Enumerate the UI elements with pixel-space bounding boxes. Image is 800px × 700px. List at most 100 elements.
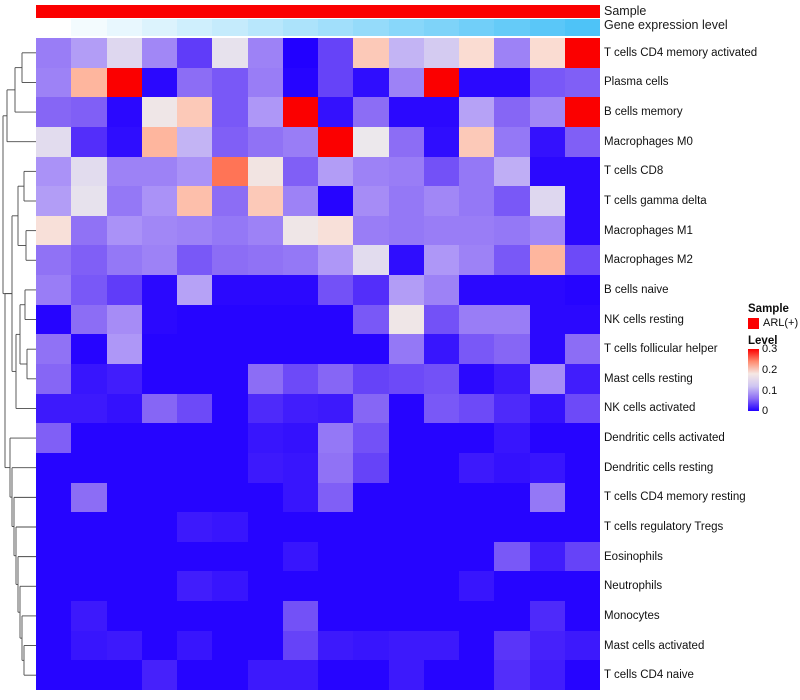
heatmap-cell[interactable] bbox=[318, 393, 354, 424]
heatmap-cell[interactable] bbox=[247, 630, 283, 661]
heatmap-cell[interactable] bbox=[494, 304, 530, 335]
heatmap-cell[interactable] bbox=[177, 541, 213, 572]
heatmap-cell[interactable] bbox=[141, 97, 177, 127]
heatmap-cell[interactable] bbox=[353, 601, 389, 631]
heatmap-cell[interactable] bbox=[106, 334, 142, 364]
heatmap-cell[interactable] bbox=[177, 126, 213, 157]
heatmap-cell[interactable] bbox=[36, 571, 72, 602]
heatmap-cell[interactable] bbox=[388, 38, 424, 68]
heatmap-cell[interactable] bbox=[494, 186, 530, 216]
heatmap-cell[interactable] bbox=[459, 186, 495, 216]
heatmap-cell[interactable] bbox=[141, 215, 177, 246]
heatmap-cell[interactable] bbox=[353, 452, 389, 483]
heatmap-cell[interactable] bbox=[141, 186, 177, 216]
heatmap-cell[interactable] bbox=[318, 186, 354, 216]
heatmap-cell[interactable] bbox=[212, 126, 248, 157]
heatmap-cell[interactable] bbox=[494, 215, 530, 246]
heatmap-cell[interactable] bbox=[212, 571, 248, 602]
heatmap-cell[interactable] bbox=[71, 601, 107, 631]
heatmap-cell[interactable] bbox=[141, 334, 177, 364]
heatmap-cell[interactable] bbox=[36, 630, 72, 661]
heatmap-cell[interactable] bbox=[564, 393, 600, 424]
heatmap-cell[interactable] bbox=[494, 156, 530, 187]
heatmap-cell[interactable] bbox=[177, 630, 213, 661]
heatmap-cell[interactable] bbox=[177, 215, 213, 246]
heatmap-cell[interactable] bbox=[71, 571, 107, 602]
heatmap-cell[interactable] bbox=[212, 393, 248, 424]
heatmap-cell[interactable] bbox=[71, 541, 107, 572]
heatmap-cell[interactable] bbox=[318, 452, 354, 483]
heatmap-cell[interactable] bbox=[36, 452, 72, 483]
heatmap-cell[interactable] bbox=[36, 38, 72, 68]
heatmap-cell[interactable] bbox=[106, 660, 142, 690]
heatmap-cell[interactable] bbox=[141, 452, 177, 483]
heatmap-cell[interactable] bbox=[494, 571, 530, 602]
heatmap-cell[interactable] bbox=[564, 452, 600, 483]
heatmap-cell[interactable] bbox=[177, 186, 213, 216]
heatmap-cell[interactable] bbox=[459, 541, 495, 572]
heatmap-cell[interactable] bbox=[212, 186, 248, 216]
heatmap-cell[interactable] bbox=[247, 275, 283, 305]
heatmap-cell[interactable] bbox=[177, 275, 213, 305]
heatmap-cell[interactable] bbox=[141, 364, 177, 394]
heatmap-cell[interactable] bbox=[141, 275, 177, 305]
heatmap-cell[interactable] bbox=[282, 423, 318, 453]
heatmap-cell[interactable] bbox=[318, 364, 354, 394]
heatmap-cell[interactable] bbox=[212, 541, 248, 572]
heatmap-cell[interactable] bbox=[564, 423, 600, 453]
heatmap-cell[interactable] bbox=[318, 512, 354, 542]
heatmap-cell[interactable] bbox=[353, 630, 389, 661]
heatmap-cell[interactable] bbox=[71, 67, 107, 98]
heatmap-cell[interactable] bbox=[282, 304, 318, 335]
heatmap-cell[interactable] bbox=[459, 364, 495, 394]
heatmap-cell[interactable] bbox=[423, 215, 459, 246]
heatmap-cell[interactable] bbox=[423, 423, 459, 453]
heatmap-cell[interactable] bbox=[36, 393, 72, 424]
heatmap-cell[interactable] bbox=[106, 541, 142, 572]
heatmap-cell[interactable] bbox=[36, 215, 72, 246]
heatmap-grid[interactable] bbox=[36, 38, 600, 690]
heatmap-cell[interactable] bbox=[36, 334, 72, 364]
heatmap-cell[interactable] bbox=[212, 156, 248, 187]
heatmap-cell[interactable] bbox=[564, 38, 600, 68]
heatmap-cell[interactable] bbox=[529, 97, 565, 127]
heatmap-cell[interactable] bbox=[177, 156, 213, 187]
heatmap-cell[interactable] bbox=[177, 482, 213, 513]
heatmap-cell[interactable] bbox=[141, 482, 177, 513]
heatmap-cell[interactable] bbox=[71, 334, 107, 364]
heatmap-cell[interactable] bbox=[388, 126, 424, 157]
heatmap-cell[interactable] bbox=[459, 660, 495, 690]
heatmap-cell[interactable] bbox=[388, 186, 424, 216]
heatmap-cell[interactable] bbox=[564, 630, 600, 661]
heatmap-cell[interactable] bbox=[36, 97, 72, 127]
heatmap-cell[interactable] bbox=[36, 512, 72, 542]
heatmap-cell[interactable] bbox=[564, 364, 600, 394]
heatmap-cell[interactable] bbox=[212, 334, 248, 364]
heatmap-cell[interactable] bbox=[353, 482, 389, 513]
heatmap-cell[interactable] bbox=[459, 215, 495, 246]
heatmap-cell[interactable] bbox=[494, 67, 530, 98]
heatmap-cell[interactable] bbox=[529, 304, 565, 335]
heatmap-cell[interactable] bbox=[564, 304, 600, 335]
heatmap-cell[interactable] bbox=[529, 393, 565, 424]
heatmap-cell[interactable] bbox=[318, 660, 354, 690]
heatmap-cell[interactable] bbox=[459, 630, 495, 661]
heatmap-cell[interactable] bbox=[388, 334, 424, 364]
heatmap-cell[interactable] bbox=[247, 660, 283, 690]
heatmap-cell[interactable] bbox=[36, 482, 72, 513]
heatmap-cell[interactable] bbox=[423, 512, 459, 542]
heatmap-cell[interactable] bbox=[141, 571, 177, 602]
heatmap-cell[interactable] bbox=[177, 452, 213, 483]
heatmap-cell[interactable] bbox=[282, 601, 318, 631]
heatmap-cell[interactable] bbox=[459, 304, 495, 335]
heatmap-cell[interactable] bbox=[353, 541, 389, 572]
heatmap-cell[interactable] bbox=[353, 423, 389, 453]
heatmap-cell[interactable] bbox=[318, 630, 354, 661]
heatmap-cell[interactable] bbox=[247, 482, 283, 513]
heatmap-cell[interactable] bbox=[353, 215, 389, 246]
heatmap-cell[interactable] bbox=[106, 97, 142, 127]
heatmap-cell[interactable] bbox=[529, 67, 565, 98]
heatmap-cell[interactable] bbox=[529, 630, 565, 661]
heatmap-cell[interactable] bbox=[494, 423, 530, 453]
heatmap-cell[interactable] bbox=[459, 245, 495, 276]
